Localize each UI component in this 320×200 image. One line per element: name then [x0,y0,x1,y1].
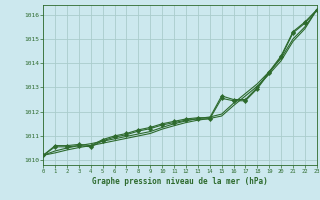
X-axis label: Graphe pression niveau de la mer (hPa): Graphe pression niveau de la mer (hPa) [92,177,268,186]
